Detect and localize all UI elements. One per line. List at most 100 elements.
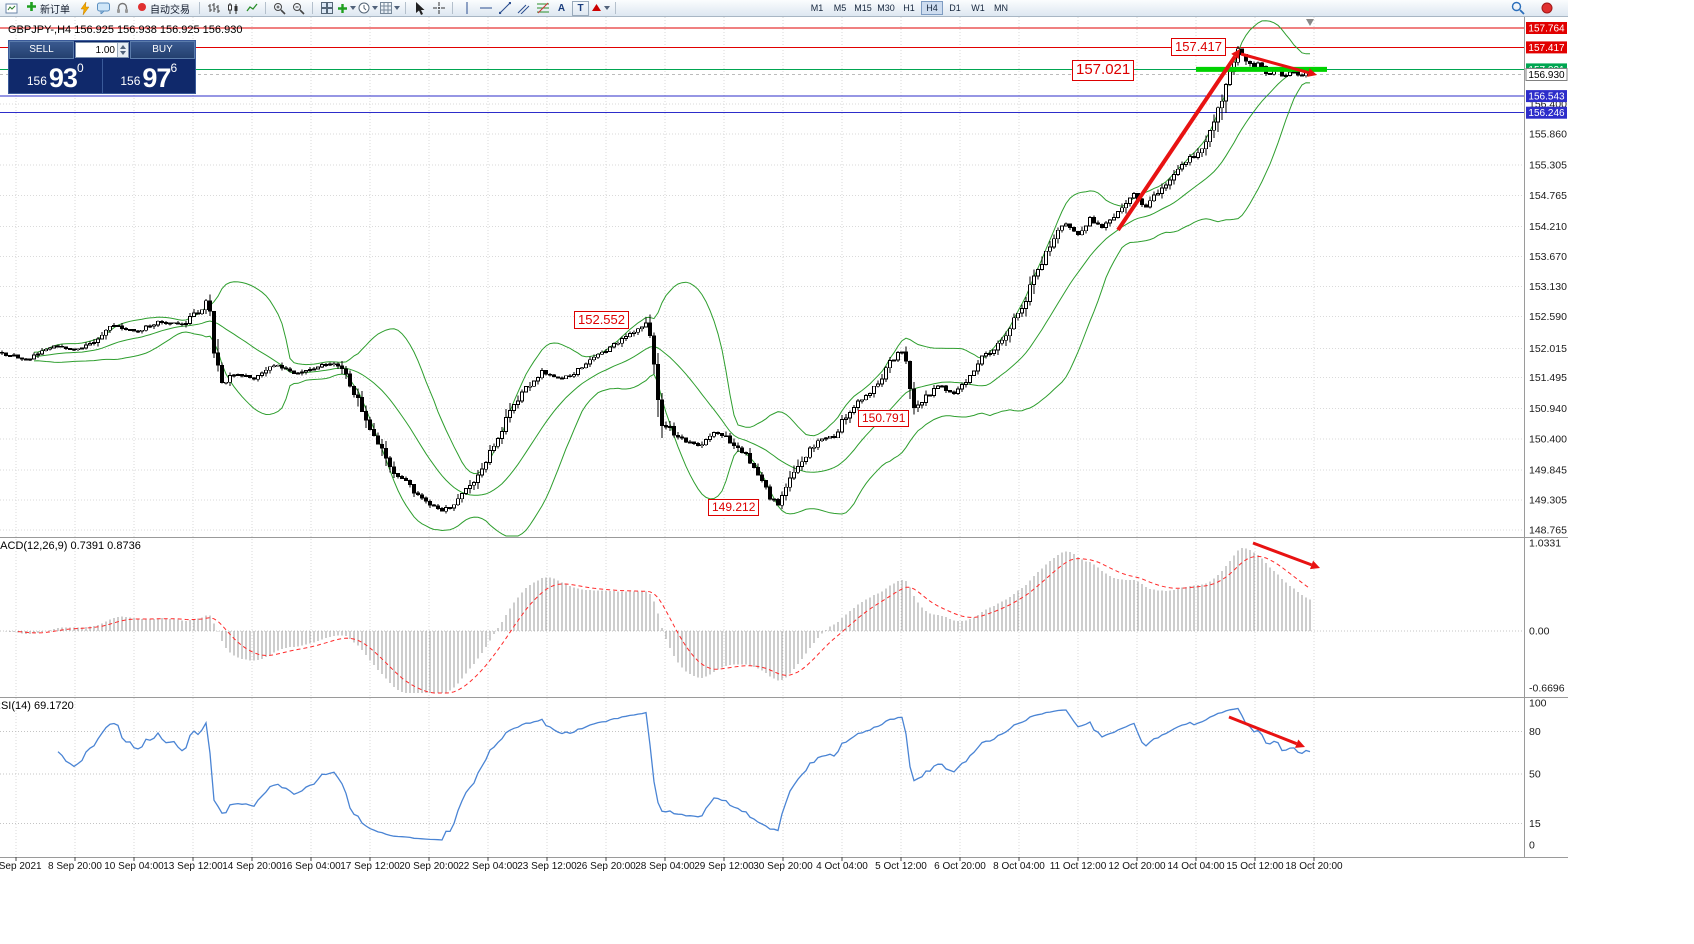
timeframe-m1[interactable]: M1 xyxy=(810,3,824,13)
auto-trading-button[interactable]: 自动交易 xyxy=(133,1,194,16)
trend-arrow-shaft xyxy=(1116,55,1237,232)
toolbar: 新订单 自动交易 A T M1 M xyxy=(0,0,1568,17)
price-scale-label: 151.495 xyxy=(1529,372,1567,384)
timeframe-m15[interactable]: M15 xyxy=(854,3,872,13)
price-scale-label: 152.015 xyxy=(1529,343,1567,355)
rsi-header: RSI(14) 69.1720 xyxy=(0,700,74,712)
time-scale-label: 29 Sep 12:00 xyxy=(694,861,754,872)
chart-surface[interactable] xyxy=(0,17,1568,878)
price-scale[interactable]: 156.400155.860155.305154.765154.210153.6… xyxy=(1525,22,1568,852)
text-icon[interactable]: A xyxy=(553,1,570,16)
price-scale-label: 149.305 xyxy=(1529,494,1567,506)
bar-chart-icon[interactable] xyxy=(205,1,222,16)
chevron-down-icon xyxy=(372,6,378,10)
price-callout[interactable]: 157.417 xyxy=(1171,38,1226,57)
trend-arrows[interactable] xyxy=(1116,49,1320,748)
time-scale-label: 22 Sep 04:00 xyxy=(458,861,518,872)
macd-scale-label: -0.6696 xyxy=(1529,683,1565,695)
volume-value[interactable]: 1.00 xyxy=(95,45,115,56)
timeframe-m30[interactable]: M30 xyxy=(877,3,895,13)
buy-price-pips: 97 xyxy=(142,63,171,93)
timeframe-mn[interactable]: MN xyxy=(994,3,1008,13)
time-scale-label: 23 Sep 12:00 xyxy=(517,861,577,872)
price-callout[interactable]: 157.021 xyxy=(1072,60,1135,81)
price-tag-box xyxy=(1526,90,1567,103)
price-tag: 157.417 xyxy=(1528,43,1565,54)
tile-windows-icon[interactable] xyxy=(318,1,335,16)
timeframe-h4[interactable]: H4 xyxy=(921,1,943,15)
time-scale-label: 5 Oct 12:00 xyxy=(875,861,927,872)
cursor-icon[interactable] xyxy=(411,1,428,16)
price-callout[interactable]: 149.212 xyxy=(708,499,760,516)
record-icon[interactable] xyxy=(1538,1,1555,16)
buy-price-display[interactable]: 156 97 6 xyxy=(103,59,196,93)
sell-button[interactable]: SELL xyxy=(9,41,74,59)
arrows-icon[interactable] xyxy=(591,1,610,16)
level-lines[interactable] xyxy=(0,27,1524,114)
new-order-button[interactable]: 新订单 xyxy=(22,1,74,16)
candlestick-chart-icon[interactable] xyxy=(224,1,241,16)
timeframe-w1[interactable]: W1 xyxy=(971,3,985,13)
bollinger-lower xyxy=(33,82,1311,537)
price-tag: 156.930 xyxy=(1528,70,1565,81)
search-icon[interactable] xyxy=(1509,1,1526,16)
fibonacci-icon[interactable] xyxy=(534,1,551,16)
stepper-down-icon[interactable] xyxy=(120,51,126,55)
sell-price-figure: 156 xyxy=(26,74,47,88)
timeframe-m5[interactable]: M5 xyxy=(833,3,847,13)
trendline-icon[interactable] xyxy=(496,1,513,16)
zoom-in-icon[interactable] xyxy=(271,1,288,16)
line-chart-icon[interactable] xyxy=(243,1,260,16)
auto-trading-label: 自动交易 xyxy=(150,4,190,16)
buy-price-figure: 156 xyxy=(120,74,141,88)
time-scale-label: 10 Sep 04:00 xyxy=(104,861,164,872)
zoom-out-icon[interactable] xyxy=(290,1,307,16)
time-scale-label: 26 Sep 20:00 xyxy=(576,861,636,872)
chart-canvas[interactable]: 156.400155.860155.305154.765154.210153.6… xyxy=(0,0,1568,878)
chat-icon[interactable] xyxy=(95,1,112,16)
sell-price-pips: 93 xyxy=(48,63,78,93)
charts-icon[interactable] xyxy=(3,1,20,16)
time-scale-label: 14 Sep 20:00 xyxy=(222,861,282,872)
time-scale-label: 11 Oct 12:00 xyxy=(1050,861,1107,872)
macd-scale-label: 0.00 xyxy=(1529,626,1550,638)
vertical-line-icon[interactable] xyxy=(458,1,475,16)
new-chart-icon[interactable] xyxy=(337,1,356,16)
volume-stepper[interactable] xyxy=(117,43,128,57)
rsi-scale-label: 50 xyxy=(1529,769,1541,781)
price-scale-label: 155.860 xyxy=(1529,129,1567,141)
price-tag: 157.764 xyxy=(1528,24,1565,35)
price-scale-label: 154.765 xyxy=(1529,190,1567,202)
headset-icon[interactable] xyxy=(114,1,131,16)
price-callout[interactable]: 150.791 xyxy=(858,410,910,427)
trend-arrow-shaft xyxy=(1228,715,1298,746)
volume-input[interactable]: 1.00 xyxy=(75,42,129,58)
panel-separators[interactable] xyxy=(0,17,1568,858)
bollinger-bands xyxy=(33,20,1311,537)
price-callout[interactable]: 152.552 xyxy=(574,311,629,330)
price-tag: 156.246 xyxy=(1528,108,1565,119)
timeframe-h1[interactable]: H1 xyxy=(903,3,915,13)
crosshair-icon[interactable] xyxy=(430,1,447,16)
sell-price-point: 0 xyxy=(76,61,84,75)
auto-trading-status-icon xyxy=(137,2,147,15)
text-label-icon[interactable]: T xyxy=(572,0,589,16)
rsi-scale-label: 0 xyxy=(1529,840,1535,852)
stepper-up-icon[interactable] xyxy=(120,45,126,49)
macd-histogram xyxy=(5,548,1311,693)
bollinger-middle xyxy=(33,67,1310,496)
bollinger-upper xyxy=(33,20,1310,475)
grid-icon[interactable] xyxy=(380,1,400,16)
candles xyxy=(0,46,1312,514)
rsi-scale-label: 100 xyxy=(1529,698,1547,710)
lightning-icon[interactable] xyxy=(76,1,93,16)
buy-button[interactable]: BUY xyxy=(130,41,195,59)
shift-end-marker[interactable] xyxy=(1306,19,1314,26)
horizontal-line-icon[interactable] xyxy=(477,1,494,16)
timeframe-d1[interactable]: D1 xyxy=(949,3,961,13)
channel-icon[interactable] xyxy=(515,1,532,16)
profiles-icon[interactable] xyxy=(358,1,378,16)
rsi-line xyxy=(57,707,1311,841)
sell-price-display[interactable]: 156 93 0 xyxy=(9,59,103,93)
